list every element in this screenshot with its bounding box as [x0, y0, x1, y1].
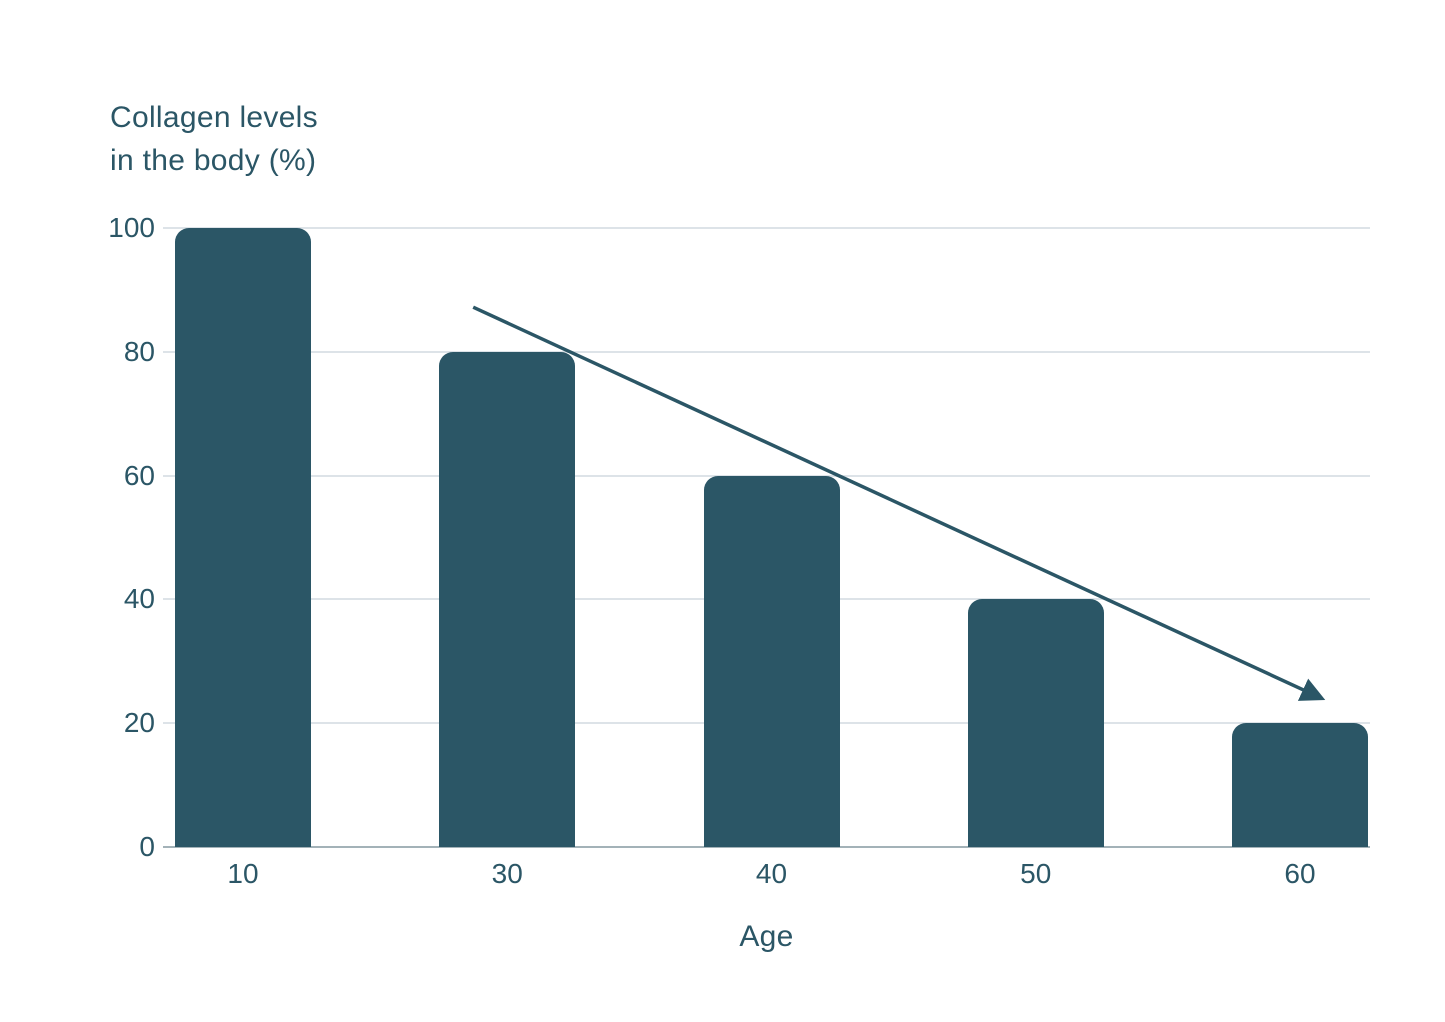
trend-arrow-line: [472, 305, 1326, 701]
x-tick-label-10: 10: [227, 858, 259, 889]
bar-age-60: [1232, 723, 1368, 847]
y-tick-label-40: 40: [123, 583, 155, 615]
y-tick-label-100: 100: [108, 212, 155, 243]
y-tick-label-20: 20: [123, 707, 155, 739]
chart-title-line2: in the body (%): [110, 144, 317, 177]
bar-age-40: [703, 475, 840, 847]
chart-title: Collagen levels in the body (%): [110, 96, 318, 182]
bar-age-30: [439, 351, 576, 847]
x-tick-label-30: 30: [491, 858, 523, 889]
y-tick-label-60: 60: [123, 459, 155, 491]
plot-area: [163, 227, 1370, 848]
x-tick-label-60: 60: [1284, 858, 1316, 889]
x-tick-label-40: 40: [755, 858, 788, 889]
x-axis-line: [163, 846, 1370, 848]
chart-title-line1: Collagen levels: [110, 101, 318, 134]
x-axis-labels: 10 30 40 50 60: [163, 858, 1370, 890]
bar-age-10: [175, 228, 311, 847]
bar-age-50: [967, 599, 1104, 847]
y-tick-label-80: 80: [123, 335, 155, 367]
gridline-100: [163, 227, 1370, 229]
y-tick-label-0: 0: [139, 831, 155, 862]
bars: [163, 228, 1370, 847]
x-tick-label-50: 50: [1020, 858, 1052, 889]
trend-arrow: [472, 305, 1326, 701]
y-axis-labels: 0 20 40 60 80 100: [0, 214, 155, 861]
x-axis-title: Age: [739, 920, 794, 953]
gridline-80: [163, 350, 1370, 353]
